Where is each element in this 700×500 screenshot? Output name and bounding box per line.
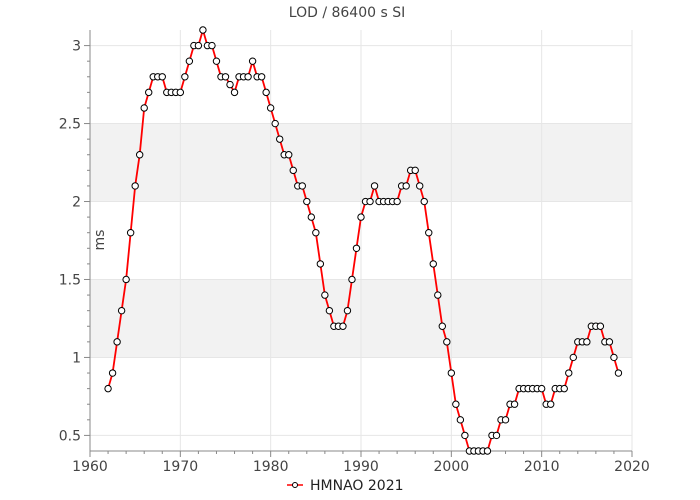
data-point[interactable]: [230, 88, 239, 97]
data-point[interactable]: [221, 73, 230, 81]
y-axis-title: ms: [92, 230, 108, 251]
data-point[interactable]: [158, 73, 166, 81]
data-point[interactable]: [248, 57, 257, 65]
data-point[interactable]: [176, 88, 185, 97]
data-point[interactable]: [212, 57, 221, 65]
data-point[interactable]: [402, 182, 410, 190]
data-point[interactable]: [181, 73, 189, 81]
axes: [84, 30, 633, 457]
data-point[interactable]: [357, 213, 365, 221]
data-point[interactable]: [339, 322, 347, 330]
data-point[interactable]: [199, 26, 207, 34]
data-point[interactable]: [352, 244, 361, 252]
data-point[interactable]: [569, 353, 577, 362]
data-point[interactable]: [416, 182, 424, 190]
data-point[interactable]: [610, 353, 618, 362]
data-point[interactable]: [298, 182, 306, 190]
data-point[interactable]: [289, 166, 297, 175]
data-point[interactable]: [343, 306, 352, 315]
data-point[interactable]: [483, 447, 492, 455]
y-tick-label-3: 2: [72, 195, 81, 211]
data-point[interactable]: [583, 338, 591, 346]
x-tick-label-1: 1970: [163, 459, 199, 475]
series-layer: [104, 26, 623, 455]
data-point[interactable]: [456, 416, 465, 424]
data-point[interactable]: [108, 369, 117, 377]
data-point[interactable]: [140, 104, 148, 112]
data-point[interactable]: [443, 338, 451, 346]
legend-label: HMNAO 2021: [310, 478, 404, 494]
data-point[interactable]: [325, 306, 334, 315]
data-point[interactable]: [366, 197, 374, 206]
y-tick-label-1: 1: [72, 350, 81, 366]
y-tick-label-5: 3: [72, 39, 81, 55]
data-point[interactable]: [285, 151, 293, 159]
data-point[interactable]: [126, 229, 135, 237]
data-point[interactable]: [113, 338, 121, 346]
data-point[interactable]: [208, 41, 216, 50]
data-point[interactable]: [614, 369, 623, 377]
data-point[interactable]: [438, 322, 446, 330]
x-tick-label-2: 1980: [253, 459, 289, 475]
data-point[interactable]: [501, 416, 510, 424]
data-point[interactable]: [262, 88, 270, 97]
data-point[interactable]: [420, 197, 428, 206]
x-tick-label-5: 2010: [524, 459, 560, 475]
data-point[interactable]: [194, 41, 203, 50]
data-point[interactable]: [244, 73, 252, 81]
data-point[interactable]: [257, 73, 266, 81]
legend-marker-swatch: [292, 482, 298, 488]
chart-title: LOD / 86400 s SI: [289, 5, 405, 21]
data-point[interactable]: [226, 80, 234, 89]
data-point[interactable]: [307, 213, 316, 221]
data-point[interactable]: [312, 229, 320, 237]
data-point[interactable]: [104, 384, 112, 393]
data-point[interactable]: [560, 384, 568, 393]
data-point[interactable]: [565, 369, 573, 377]
data-point[interactable]: [434, 291, 442, 299]
data-point[interactable]: [131, 182, 139, 190]
tick-labels: 1960 1970 1980 1990 2000 2010 2020 0.5 1 1.5 2 2.5 3: [59, 39, 650, 475]
data-point[interactable]: [447, 369, 456, 377]
data-point[interactable]: [276, 135, 284, 143]
data-point[interactable]: [411, 166, 419, 175]
data-point[interactable]: [117, 306, 126, 315]
data-point[interactable]: [135, 151, 144, 159]
data-point[interactable]: [492, 431, 501, 440]
data-point[interactable]: [122, 275, 130, 284]
y-tick-label-2: 1.5: [59, 272, 81, 288]
x-tick-label-0: 1960: [72, 459, 108, 475]
data-point[interactable]: [547, 400, 555, 408]
data-point[interactable]: [185, 57, 194, 65]
data-point[interactable]: [393, 197, 401, 206]
legend[interactable]: HMNAO 2021: [287, 478, 404, 494]
data-point[interactable]: [425, 229, 433, 237]
data-point[interactable]: [321, 291, 329, 299]
data-point[interactable]: [510, 400, 519, 408]
y-tick-label-4: 2.5: [59, 117, 81, 133]
data-point[interactable]: [145, 88, 153, 97]
data-point[interactable]: [370, 182, 379, 190]
x-tick-label-6: 2020: [614, 459, 650, 475]
data-point[interactable]: [303, 197, 311, 206]
data-point[interactable]: [429, 260, 437, 268]
data-point[interactable]: [316, 260, 325, 268]
data-point[interactable]: [348, 275, 356, 284]
data-point[interactable]: [266, 104, 275, 112]
grid-lines: [89, 30, 633, 451]
data-point[interactable]: [537, 384, 546, 393]
data-point[interactable]: [452, 400, 460, 408]
x-tick-label-4: 2000: [434, 459, 470, 475]
x-tick-label-3: 1990: [343, 459, 379, 475]
y-tick-label-0: 0.5: [59, 428, 81, 444]
data-point[interactable]: [605, 338, 614, 346]
data-point[interactable]: [596, 322, 605, 330]
data-point[interactable]: [271, 119, 279, 128]
data-point[interactable]: [461, 431, 469, 440]
